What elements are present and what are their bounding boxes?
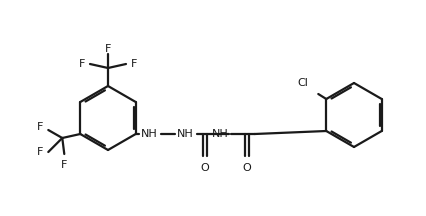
Text: F: F — [79, 59, 85, 69]
Text: O: O — [200, 163, 209, 173]
Text: F: F — [61, 160, 67, 170]
Text: F: F — [105, 44, 111, 54]
Text: NH: NH — [212, 129, 229, 139]
Text: NH: NH — [141, 129, 158, 139]
Text: F: F — [37, 147, 43, 157]
Text: O: O — [242, 163, 251, 173]
Text: F: F — [131, 59, 137, 69]
Text: NH: NH — [177, 129, 194, 139]
Text: Cl: Cl — [297, 78, 308, 88]
Text: F: F — [37, 122, 43, 132]
